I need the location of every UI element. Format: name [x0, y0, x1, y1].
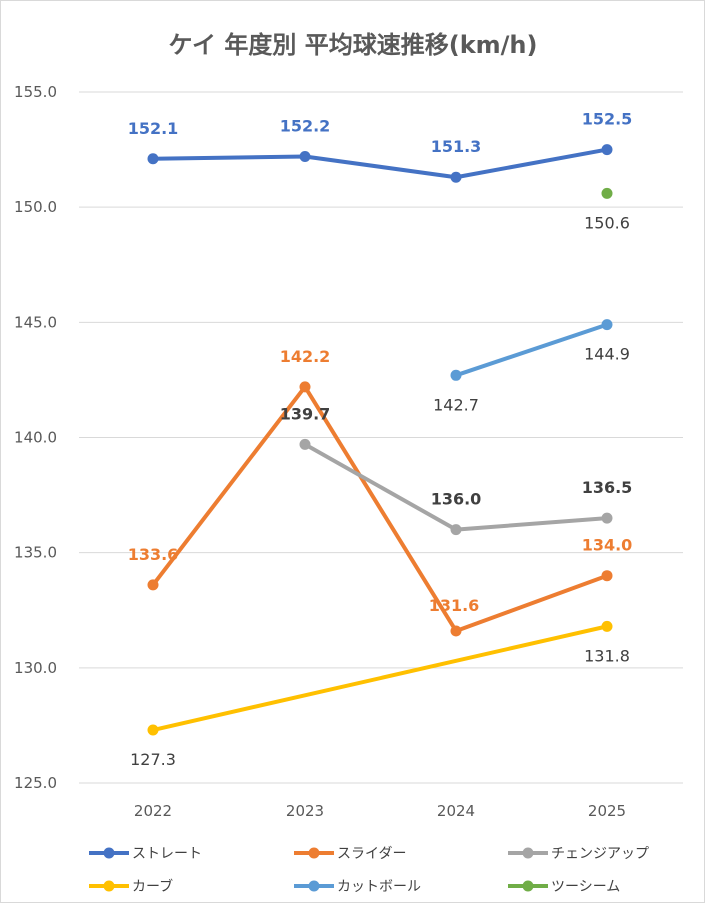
y-tick-label: 155.0	[14, 83, 57, 101]
data-point	[601, 570, 613, 582]
legend-item: カットボール	[294, 879, 421, 895]
data-label: 144.9	[584, 345, 630, 364]
legend-item: スライダー	[294, 846, 406, 862]
data-label: 131.6	[429, 596, 480, 615]
legend-label: カーブ	[132, 878, 173, 895]
y-tick-label: 130.0	[14, 659, 57, 677]
data-point	[450, 171, 462, 183]
axis-labels: 125.0 130.0 135.0 140.0 145.0 150.0 155.0 2022 2…	[14, 83, 626, 820]
data-labels: 152.1 152.2 151.3 152.5 133.6 142.2 131.6 134.0…	[128, 110, 633, 769]
data-point	[450, 369, 462, 381]
legend-item: カーブ	[89, 878, 173, 895]
data-label: 136.5	[582, 478, 633, 497]
data-label: 134.0	[582, 536, 633, 555]
data-label: 133.6	[128, 545, 179, 564]
legend-marker	[522, 880, 534, 892]
legend-label: ツーシーム	[551, 879, 620, 895]
legend-label: スライダー	[337, 846, 406, 862]
data-point	[299, 438, 311, 450]
y-tick-label: 140.0	[14, 429, 57, 447]
series-lines	[151, 147, 609, 733]
legend-marker	[522, 847, 534, 859]
y-tick-label: 125.0	[14, 774, 57, 792]
data-label: 142.7	[433, 395, 479, 414]
data-label: 152.2	[280, 116, 331, 135]
legend-item: ストレート	[89, 846, 202, 862]
series-line-4-0	[454, 322, 609, 378]
data-point	[601, 319, 613, 331]
data-label: 150.6	[584, 213, 630, 232]
x-tick-label: 2024	[437, 802, 475, 820]
series-points	[147, 144, 613, 736]
y-tick-label: 150.0	[14, 198, 57, 216]
series-line-1-0	[151, 384, 609, 633]
data-label: 127.3	[130, 750, 176, 769]
data-point	[299, 381, 311, 393]
x-tick-label: 2022	[134, 802, 172, 820]
legend-item: ツーシーム	[508, 879, 620, 895]
data-label: 136.0	[431, 490, 482, 509]
data-label: 152.1	[128, 119, 179, 138]
data-point	[601, 620, 613, 632]
data-point	[601, 512, 613, 524]
data-point	[601, 187, 613, 199]
data-label: 139.7	[280, 404, 331, 423]
legend-marker	[308, 847, 320, 859]
series-line-curve	[151, 624, 609, 733]
data-point	[147, 153, 159, 165]
data-point	[450, 625, 462, 637]
series-line-0-0	[151, 147, 609, 180]
x-tick-label: 2023	[286, 802, 324, 820]
chart-title: ケイ 年度別 平均球速推移(km/h)	[169, 31, 538, 59]
x-tick-label: 2025	[588, 802, 626, 820]
data-point	[450, 524, 462, 536]
legend-label: チェンジアップ	[551, 846, 649, 862]
data-label: 152.5	[582, 110, 633, 129]
legend-label: カットボール	[337, 879, 421, 895]
legend-label: ストレート	[132, 846, 202, 862]
data-label: 142.2	[280, 347, 331, 366]
legend-marker	[308, 880, 320, 892]
y-tick-label: 135.0	[14, 544, 57, 562]
data-point	[601, 144, 613, 156]
data-label: 131.8	[584, 646, 630, 665]
data-point	[147, 724, 159, 736]
data-point	[299, 150, 311, 162]
legend-marker	[103, 880, 115, 892]
y-tick-label: 145.0	[14, 313, 57, 331]
data-label: 151.3	[431, 137, 482, 156]
legend-marker	[103, 847, 115, 859]
data-point	[147, 579, 159, 591]
legend-item: チェンジアップ	[508, 846, 649, 862]
